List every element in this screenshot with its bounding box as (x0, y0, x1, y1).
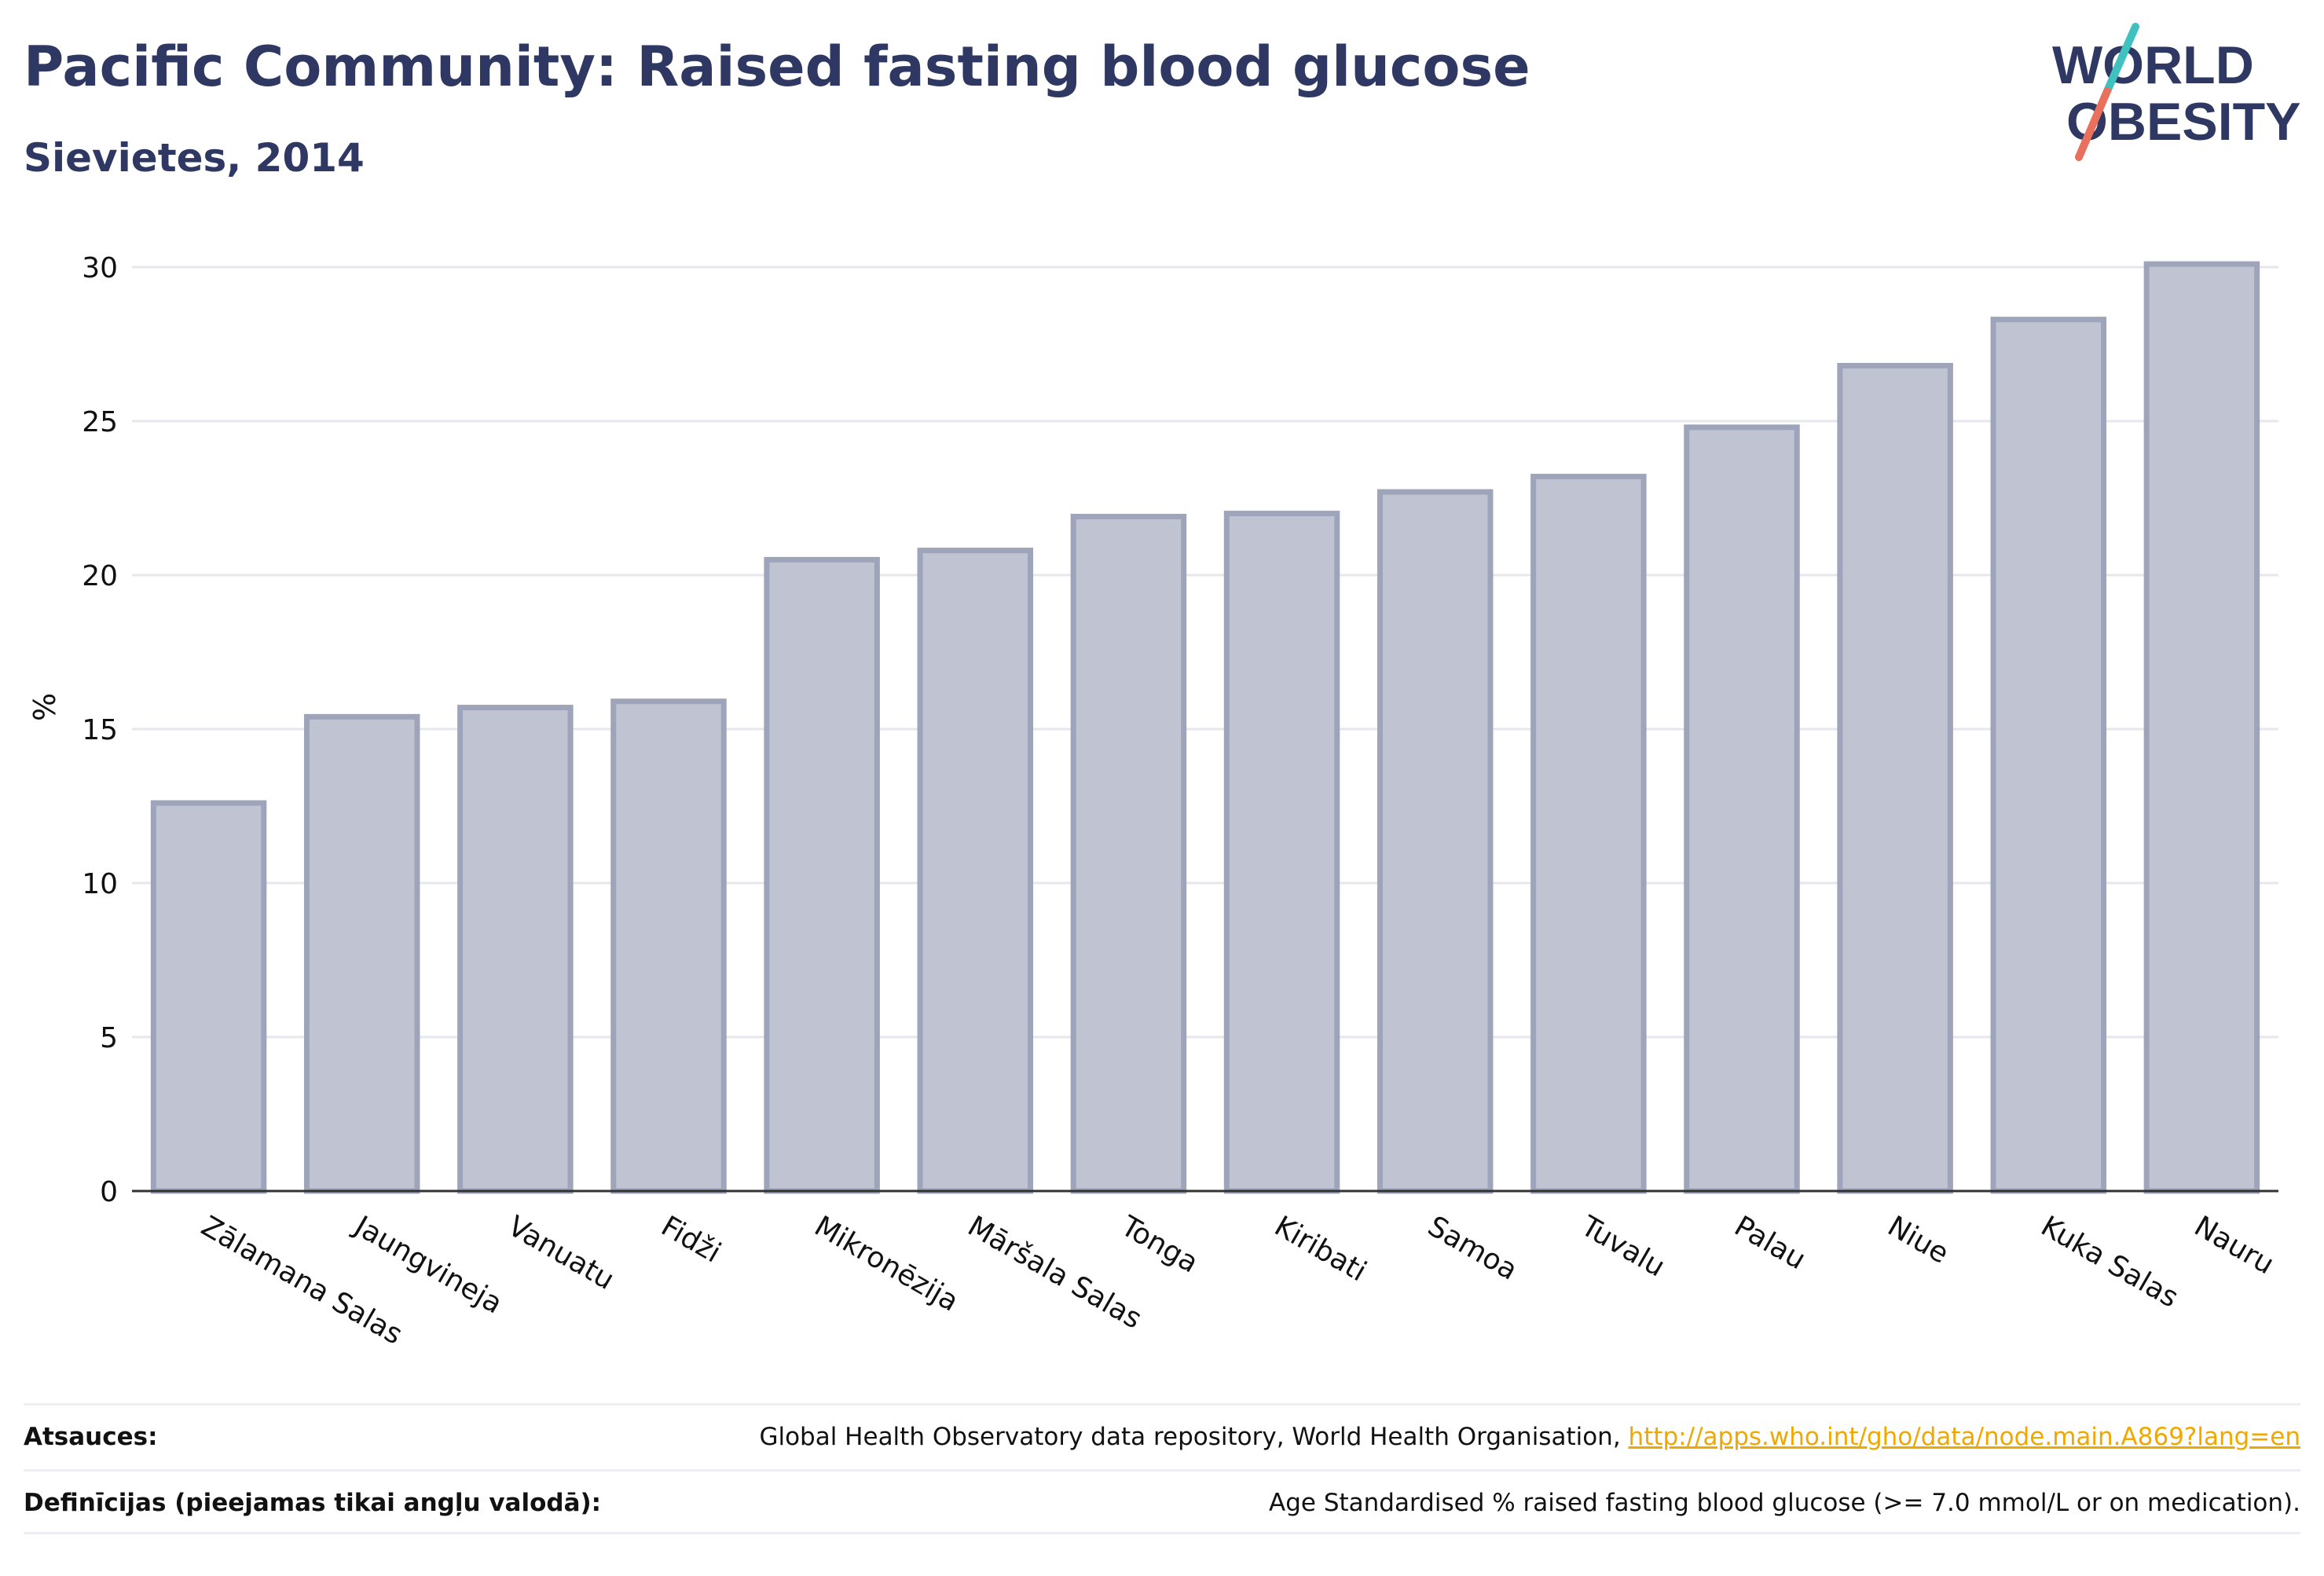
bar[interactable] (764, 556, 880, 1194)
y-tick-label: 25 (82, 406, 118, 438)
bar[interactable] (610, 698, 727, 1194)
gridlines (132, 266, 2278, 1039)
sources-text: Global Health Observatory data repositor… (759, 1423, 1629, 1451)
x-tick-label: Māršala Salas (962, 1210, 1147, 1335)
bar[interactable] (457, 705, 574, 1194)
definitions-label: Definīcijas (pieejamas tikai angļu valod… (24, 1489, 602, 1517)
y-tick-label: 20 (82, 560, 118, 592)
bar[interactable] (1990, 317, 2107, 1194)
x-tick-label: Fidži (656, 1210, 727, 1269)
x-tick-label: Mikronēzija (809, 1210, 964, 1318)
bar[interactable] (1070, 514, 1187, 1194)
bar[interactable] (303, 713, 420, 1194)
sources-value: Global Health Observatory data repositor… (759, 1423, 2300, 1451)
bar[interactable] (1837, 362, 1953, 1194)
bar[interactable] (917, 548, 1034, 1194)
y-tick-label: 10 (82, 868, 118, 900)
world-obesity-logo: WORLD OBESITY (2052, 23, 2301, 161)
x-tick-label: Palau (1729, 1210, 1812, 1276)
bars (150, 261, 2260, 1194)
y-tick-labels: 0 5 10 15 20 25 30 (82, 252, 118, 1208)
x-tick-label: Samoa (1422, 1210, 1523, 1287)
footer-definitions-row: Definīcijas (pieejamas tikai angļu valod… (24, 1469, 2300, 1534)
y-tick-label: 0 (100, 1176, 118, 1208)
y-tick-label: 30 (82, 252, 118, 284)
definitions-text: Age Standardised % raised fasting blood … (1269, 1489, 2300, 1517)
y-tick-label: 5 (100, 1022, 118, 1054)
bar[interactable] (1376, 489, 1494, 1194)
bar[interactable] (1223, 511, 1340, 1194)
bar[interactable] (1530, 474, 1647, 1194)
chart-title: Pacific Community: Raised fasting blood … (24, 35, 1530, 99)
x-tick-label: Niue (1882, 1210, 1954, 1270)
bar[interactable] (150, 800, 267, 1194)
logo-slash-coral (2075, 87, 2111, 161)
logo-text-world: WORLD (2052, 35, 2254, 95)
x-tick-label: Tuvalu (1574, 1210, 1670, 1284)
y-axis-label: % (27, 693, 62, 721)
bar[interactable] (1684, 424, 1800, 1194)
chart-subtitle: Sievietes, 2014 (24, 135, 365, 181)
footer-divider (24, 1532, 2300, 1534)
y-tick-label: 15 (82, 714, 118, 746)
logo-slash-teal (2103, 23, 2139, 95)
sources-link[interactable]: http://apps.who.int/gho/data/node.main.A… (1628, 1423, 2300, 1451)
x-tick-label: Nauru (2189, 1210, 2279, 1281)
x-tick-label: Tonga (1115, 1210, 1204, 1280)
footer-sources-row: Atsauces: Global Health Observatory data… (24, 1403, 2300, 1468)
x-tick-label: Vanuatu (502, 1210, 619, 1296)
sources-label: Atsauces: (24, 1423, 158, 1451)
x-tick-label: Kuka Salas (2036, 1210, 2184, 1314)
bar[interactable] (2143, 261, 2260, 1194)
x-tick-label: Kiribati (1269, 1210, 1372, 1288)
